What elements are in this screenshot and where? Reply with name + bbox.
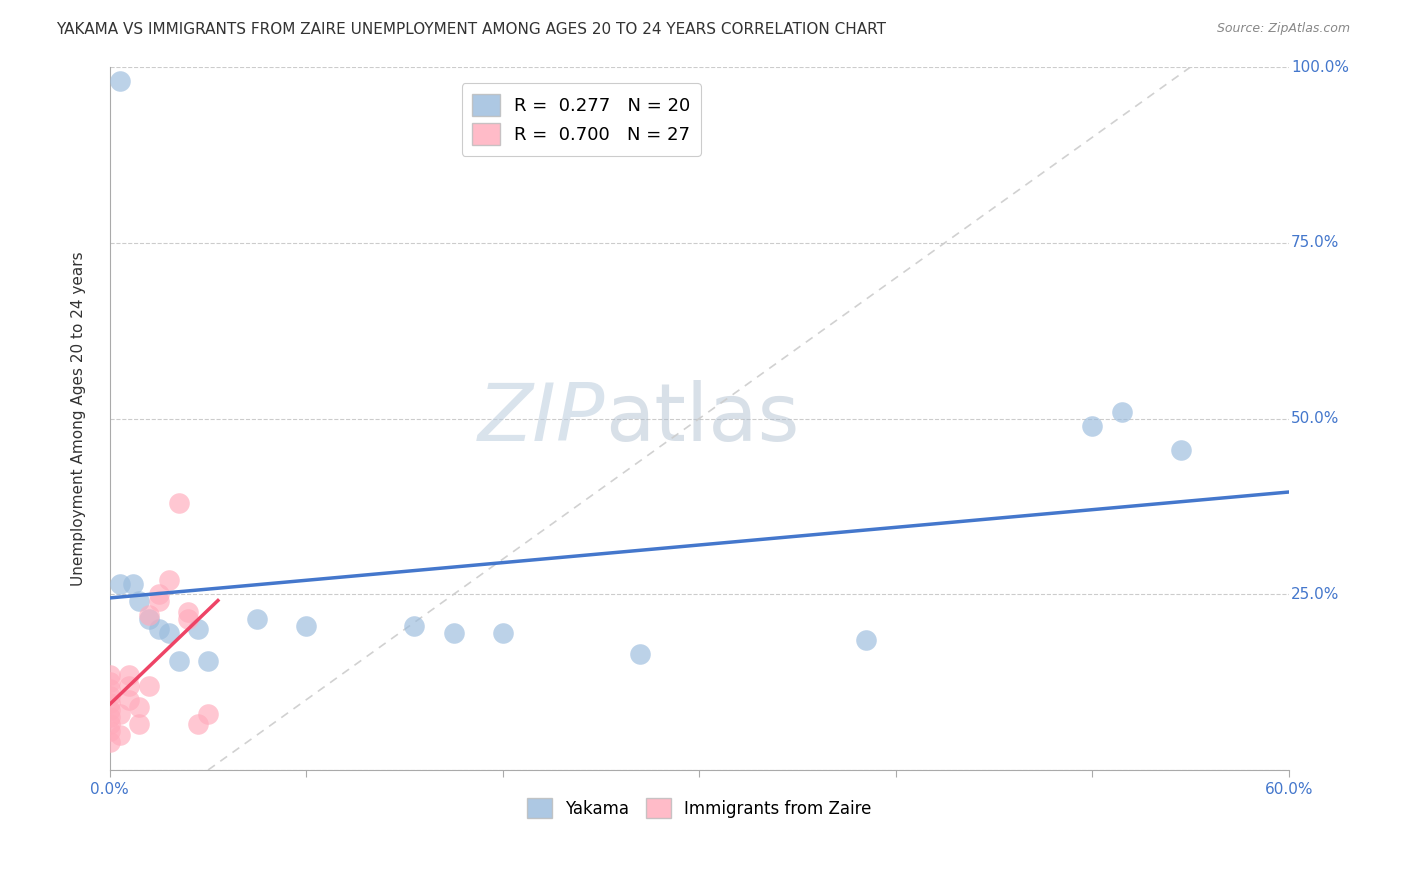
Point (98, 675, 121, 690)
Point (187, 717, 209, 731)
Point (138, 612, 160, 626)
Point (167, 654, 190, 668)
Point (187, 623, 209, 637)
Text: 50.0%: 50.0% (1291, 411, 1340, 426)
Point (295, 619, 318, 633)
Point (148, 594, 170, 608)
Text: atlas: atlas (605, 380, 800, 458)
Point (157, 626, 180, 640)
Point (122, 576, 145, 591)
Point (98, 703, 121, 717)
Point (492, 626, 515, 640)
Point (197, 706, 219, 721)
Point (98, 717, 121, 731)
Point (246, 612, 269, 626)
Point (628, 647, 651, 661)
Point (177, 605, 200, 619)
Point (148, 587, 170, 601)
Point (404, 619, 426, 633)
Point (98, 724, 121, 739)
Text: Source: ZipAtlas.com: Source: ZipAtlas.com (1216, 22, 1350, 36)
Text: YAKAMA VS IMMIGRANTS FROM ZAIRE UNEMPLOYMENT AMONG AGES 20 TO 24 YEARS CORRELATI: YAKAMA VS IMMIGRANTS FROM ZAIRE UNEMPLOY… (56, 22, 886, 37)
Point (148, 623, 170, 637)
Point (157, 573, 180, 587)
Point (108, 706, 131, 721)
Point (118, 668, 141, 682)
Point (98, 710, 121, 724)
Point (128, 594, 150, 608)
Point (1170, 443, 1192, 458)
Point (98, 668, 121, 682)
Y-axis label: Unemployment Among Ages 20 to 24 years: Unemployment Among Ages 20 to 24 years (72, 252, 86, 586)
Point (98, 696, 121, 710)
Point (108, 576, 131, 591)
Point (118, 679, 141, 693)
Point (128, 717, 150, 731)
Point (1111, 404, 1133, 418)
Point (167, 496, 190, 510)
Point (108, 728, 131, 742)
Point (1081, 418, 1104, 433)
Text: 25.0%: 25.0% (1291, 587, 1340, 602)
Point (138, 679, 160, 693)
Point (108, 74, 131, 88)
Point (118, 692, 141, 706)
Point (855, 632, 877, 647)
Point (98, 689, 121, 703)
Point (98, 735, 121, 749)
Point (177, 612, 200, 626)
Text: 100.0%: 100.0% (1291, 60, 1348, 75)
Text: ZIP: ZIP (478, 380, 605, 458)
Point (98, 682, 121, 697)
Point (443, 626, 465, 640)
Legend: Yakama, Immigrants from Zaire: Yakama, Immigrants from Zaire (520, 791, 879, 825)
Point (138, 608, 160, 623)
Point (128, 699, 150, 714)
Text: 75.0%: 75.0% (1291, 235, 1340, 251)
Point (197, 654, 219, 668)
